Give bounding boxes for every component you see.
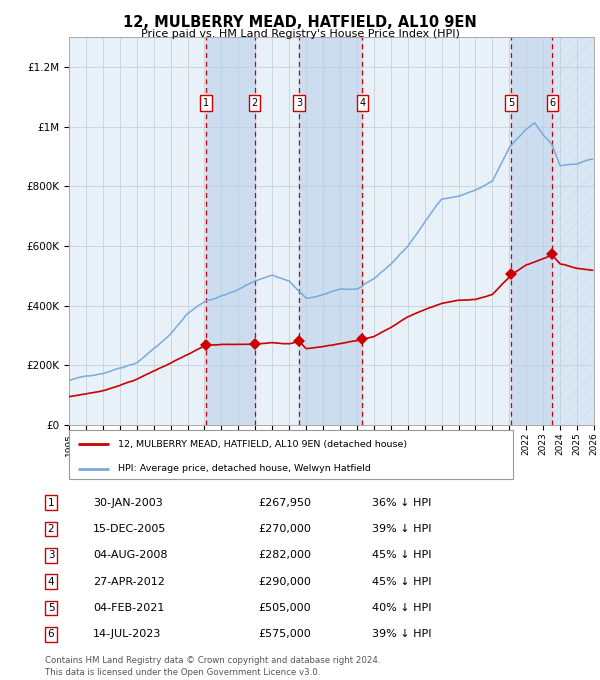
- Text: 4: 4: [47, 577, 55, 587]
- Text: 27-APR-2012: 27-APR-2012: [93, 577, 165, 587]
- Text: 2: 2: [47, 524, 55, 534]
- Bar: [553, 37, 594, 425]
- Text: 12, MULBERRY MEAD, HATFIELD, AL10 9EN: 12, MULBERRY MEAD, HATFIELD, AL10 9EN: [123, 15, 477, 30]
- Text: £270,000: £270,000: [258, 524, 311, 534]
- Text: 3: 3: [296, 98, 302, 108]
- Text: 5: 5: [47, 603, 55, 613]
- Text: 4: 4: [359, 98, 365, 108]
- Text: Price paid vs. HM Land Registry's House Price Index (HPI): Price paid vs. HM Land Registry's House …: [140, 29, 460, 39]
- Text: 15-DEC-2005: 15-DEC-2005: [93, 524, 166, 534]
- Text: 6: 6: [47, 629, 55, 639]
- Text: 39% ↓ HPI: 39% ↓ HPI: [372, 629, 431, 639]
- Text: £282,000: £282,000: [258, 550, 311, 560]
- Text: £267,950: £267,950: [258, 498, 311, 508]
- Text: 2: 2: [251, 98, 258, 108]
- Text: 39% ↓ HPI: 39% ↓ HPI: [372, 524, 431, 534]
- Bar: [511, 37, 553, 425]
- Bar: [299, 37, 362, 425]
- Text: 45% ↓ HPI: 45% ↓ HPI: [372, 577, 431, 587]
- Text: 04-FEB-2021: 04-FEB-2021: [93, 603, 164, 613]
- Text: HPI: Average price, detached house, Welwyn Hatfield: HPI: Average price, detached house, Welw…: [118, 464, 371, 473]
- Text: 45% ↓ HPI: 45% ↓ HPI: [372, 550, 431, 560]
- Text: £505,000: £505,000: [258, 603, 311, 613]
- Text: 1: 1: [203, 98, 209, 108]
- Text: 6: 6: [549, 98, 556, 108]
- Text: 36% ↓ HPI: 36% ↓ HPI: [372, 498, 431, 508]
- Bar: [206, 37, 254, 425]
- Text: 14-JUL-2023: 14-JUL-2023: [93, 629, 161, 639]
- Text: 04-AUG-2008: 04-AUG-2008: [93, 550, 167, 560]
- Text: 12, MULBERRY MEAD, HATFIELD, AL10 9EN (detached house): 12, MULBERRY MEAD, HATFIELD, AL10 9EN (d…: [118, 440, 407, 449]
- FancyBboxPatch shape: [69, 430, 513, 479]
- Text: £290,000: £290,000: [258, 577, 311, 587]
- Text: This data is licensed under the Open Government Licence v3.0.: This data is licensed under the Open Gov…: [45, 668, 320, 677]
- Text: 3: 3: [47, 550, 55, 560]
- Text: Contains HM Land Registry data © Crown copyright and database right 2024.: Contains HM Land Registry data © Crown c…: [45, 656, 380, 664]
- Text: 40% ↓ HPI: 40% ↓ HPI: [372, 603, 431, 613]
- Text: 5: 5: [508, 98, 514, 108]
- Text: 30-JAN-2003: 30-JAN-2003: [93, 498, 163, 508]
- Text: £575,000: £575,000: [258, 629, 311, 639]
- Text: 1: 1: [47, 498, 55, 508]
